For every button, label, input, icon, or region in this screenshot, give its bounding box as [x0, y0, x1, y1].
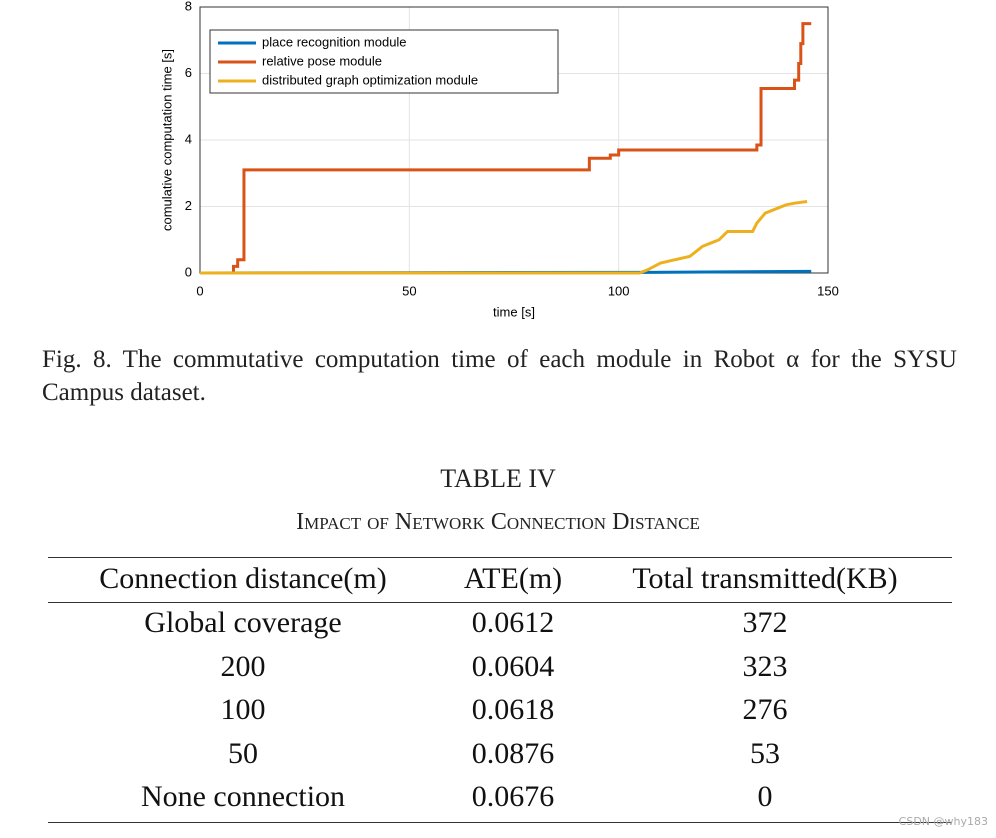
x-tick-label: 0	[196, 283, 203, 298]
chart: 0 50 100 150 0 2 4 6 8 time [s] comulative computa…	[159, 0, 839, 319]
table-cell: Global coverage	[144, 606, 342, 639]
legend-label: relative pose module	[262, 53, 382, 68]
x-axis-label: time [s]	[493, 304, 535, 319]
y-tick-label: 2	[185, 198, 192, 213]
table-cell: 276	[742, 693, 788, 727]
table-title: TABLE IV	[440, 464, 556, 493]
table-cell: 0.0618	[471, 693, 555, 727]
x-tick-label: 100	[608, 283, 630, 298]
table-cell: 50	[228, 736, 258, 770]
table-cell: 100	[220, 693, 266, 727]
x-tick-label: 150	[817, 283, 839, 298]
y-tick-label: 6	[185, 65, 192, 80]
table-cell: 53	[750, 736, 780, 770]
watermark: CSDN @why183	[898, 815, 988, 828]
table-subtitle: Impact of Network Connection Distance	[296, 509, 700, 535]
rule	[48, 602, 952, 603]
legend-label: place recognition module	[262, 34, 407, 49]
legend-label: distributed graph optimization module	[262, 72, 478, 87]
table-cell: 0	[757, 780, 773, 814]
rule	[48, 822, 952, 823]
y-tick-label: 4	[185, 131, 192, 146]
series-line	[200, 200, 808, 275]
table-cell: ATE(m)	[463, 562, 563, 595]
legend-box	[209, 29, 559, 94]
series-line	[200, 22, 812, 275]
x-tick-label: 50	[402, 283, 416, 298]
table-cell: None connection	[140, 780, 346, 814]
caption: Fig. 8. The commutative computation time…	[42, 346, 957, 406]
table-cell: 0.0876	[471, 736, 555, 770]
table-cell: 0.0612	[471, 606, 555, 639]
table-cell: 0.0676	[471, 780, 555, 814]
y-tick-label: 0	[185, 264, 192, 279]
rule	[48, 557, 952, 558]
table-cell: 0.0604	[471, 649, 555, 683]
table-cell: Connection distance(m)	[99, 562, 387, 595]
y-axis-label: comulative computation time [s]	[159, 49, 174, 231]
table-cell: 200	[220, 649, 266, 683]
table-cell: 372	[742, 606, 788, 639]
y-tick-label: 8	[185, 0, 192, 13]
table-cell: 323	[742, 649, 788, 683]
table-cell: Total transmitted(KB)	[632, 562, 898, 595]
